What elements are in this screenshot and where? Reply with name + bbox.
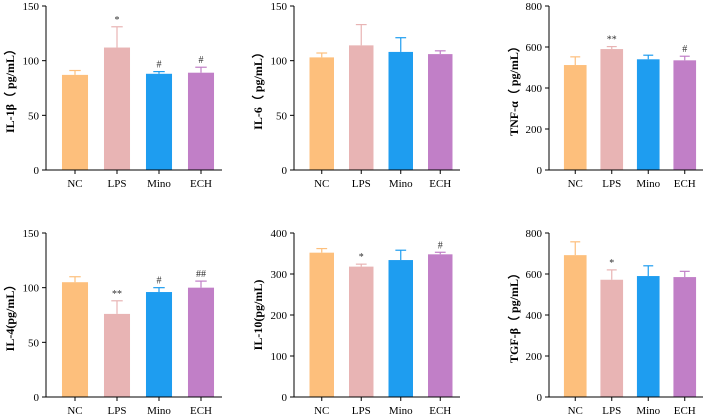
bar-nc <box>309 252 334 397</box>
category-label-nc: NC <box>314 405 329 417</box>
category-label-nc: NC <box>67 178 82 190</box>
significance-mark-lps: ** <box>607 35 617 46</box>
y-tick-label: 600 <box>526 42 543 54</box>
y-tick-label: 150 <box>23 1 40 13</box>
y-tick-label: 0 <box>537 392 543 404</box>
significance-mark-ech: ## <box>196 269 206 280</box>
bar-ech <box>428 254 453 397</box>
y-tick-label: 150 <box>23 228 40 240</box>
bar-mino <box>388 260 413 397</box>
y-tick-label: 100 <box>271 351 288 363</box>
bar-lps <box>103 313 131 397</box>
category-label-ech: ECH <box>674 178 696 190</box>
bar-mino <box>145 73 173 170</box>
significance-mark-lps: * <box>359 252 364 263</box>
y-tick-label: 50 <box>28 337 40 349</box>
category-label-nc: NC <box>568 178 583 190</box>
bar-ech <box>673 60 697 171</box>
y-axis-label: IL-10(pg/mL) <box>251 280 265 351</box>
chart-panel-3: NC ** LPS Mino # ECH 0 200 400 600 800 TNF-α（ pg/mL… <box>506 1 703 190</box>
significance-mark-ech: # <box>199 55 204 66</box>
bar-lps <box>600 49 624 170</box>
bar-nc <box>61 74 89 170</box>
significance-mark-ech: # <box>682 44 687 55</box>
chart-panel-2: NC LPS Mino ECH 0 50 100 150 IL-6（ pg/mL） <box>250 1 460 190</box>
significance-mark-lps: ** <box>112 289 122 300</box>
category-label-ech: ECH <box>190 178 212 190</box>
bar-ech <box>187 287 215 397</box>
y-tick-label: 0 <box>282 392 288 404</box>
bar-ech <box>187 72 215 170</box>
significance-mark-mino: # <box>157 60 162 71</box>
y-tick-label: 800 <box>526 1 543 13</box>
y-tick-label: 0 <box>282 165 288 177</box>
category-label-lps: LPS <box>352 178 371 190</box>
y-tick-label: 50 <box>276 110 288 122</box>
bar-lps <box>349 45 374 170</box>
y-axis-label: TGF-β（ pg/mL） <box>506 267 521 363</box>
y-tick-label: 0 <box>34 165 40 177</box>
bar-nc <box>563 255 587 397</box>
y-tick-label: 100 <box>23 283 40 295</box>
bar-mino <box>145 292 173 397</box>
bar-mino <box>636 276 660 397</box>
bar-mino <box>388 51 413 170</box>
category-label-nc: NC <box>67 405 82 417</box>
chart-panel-1: NC * LPS # Mino # ECH 0 50 100 150 IL-1β（ pg/mL） <box>2 1 222 190</box>
y-axis-label: IL-6（ pg/mL） <box>250 46 265 130</box>
category-label-mino: Mino <box>147 405 171 417</box>
chart-panel-4: NC ** LPS # Mino ## ECH 0 50 100 150 IL-4(pg/mL） <box>2 228 222 417</box>
bar-lps <box>103 47 131 171</box>
y-tick-label: 600 <box>526 269 543 281</box>
y-tick-label: 300 <box>271 269 288 281</box>
category-label-nc: NC <box>314 178 329 190</box>
y-tick-label: 150 <box>271 1 288 13</box>
bar-nc <box>563 65 587 170</box>
category-label-mino: Mino <box>636 405 660 417</box>
category-label-lps: LPS <box>108 405 127 417</box>
y-tick-label: 400 <box>526 83 543 95</box>
category-label-nc: NC <box>568 405 583 417</box>
category-label-mino: Mino <box>636 178 660 190</box>
significance-mark-ech: # <box>438 240 443 251</box>
chart-panel-6: NC * LPS Mino ECH 0 200 400 600 800 TGF-β（ pg/mL） <box>506 228 703 417</box>
category-label-mino: Mino <box>389 178 413 190</box>
bar-ech <box>428 54 453 170</box>
category-label-mino: Mino <box>389 405 413 417</box>
y-axis-label: IL-4(pg/mL） <box>2 279 17 352</box>
y-axis-label: IL-1β（ pg/mL） <box>2 43 17 133</box>
y-tick-label: 200 <box>526 351 543 363</box>
y-tick-label: 800 <box>526 228 543 240</box>
significance-mark-mino: # <box>157 276 162 287</box>
bar-nc <box>309 57 334 170</box>
bar-lps <box>349 266 374 397</box>
category-label-ech: ECH <box>674 405 696 417</box>
y-tick-label: 50 <box>28 110 40 122</box>
category-label-ech: ECH <box>190 405 212 417</box>
y-tick-label: 400 <box>526 310 543 322</box>
category-label-lps: LPS <box>602 178 621 190</box>
bar-lps <box>600 279 624 397</box>
category-label-ech: ECH <box>429 178 451 190</box>
significance-mark-lps: * <box>609 258 614 269</box>
y-axis-label: TNF-α（ pg/mL） <box>506 40 521 136</box>
bar-ech <box>673 277 697 397</box>
y-tick-label: 0 <box>34 392 40 404</box>
category-label-lps: LPS <box>108 178 127 190</box>
category-label-mino: Mino <box>147 178 171 190</box>
y-tick-label: 400 <box>271 228 288 240</box>
significance-mark-lps: * <box>115 15 120 26</box>
category-label-lps: LPS <box>602 405 621 417</box>
bar-mino <box>636 59 660 170</box>
category-label-lps: LPS <box>352 405 371 417</box>
y-tick-label: 100 <box>271 56 288 68</box>
y-tick-label: 200 <box>271 310 288 322</box>
category-label-ech: ECH <box>429 405 451 417</box>
y-tick-label: 0 <box>537 165 543 177</box>
y-tick-label: 200 <box>526 124 543 136</box>
bar-nc <box>61 282 89 397</box>
y-tick-label: 100 <box>23 56 40 68</box>
chart-panel-5: NC * LPS Mino # ECH 0 100 200 300 400 IL-10(pg/mL) <box>251 228 460 417</box>
